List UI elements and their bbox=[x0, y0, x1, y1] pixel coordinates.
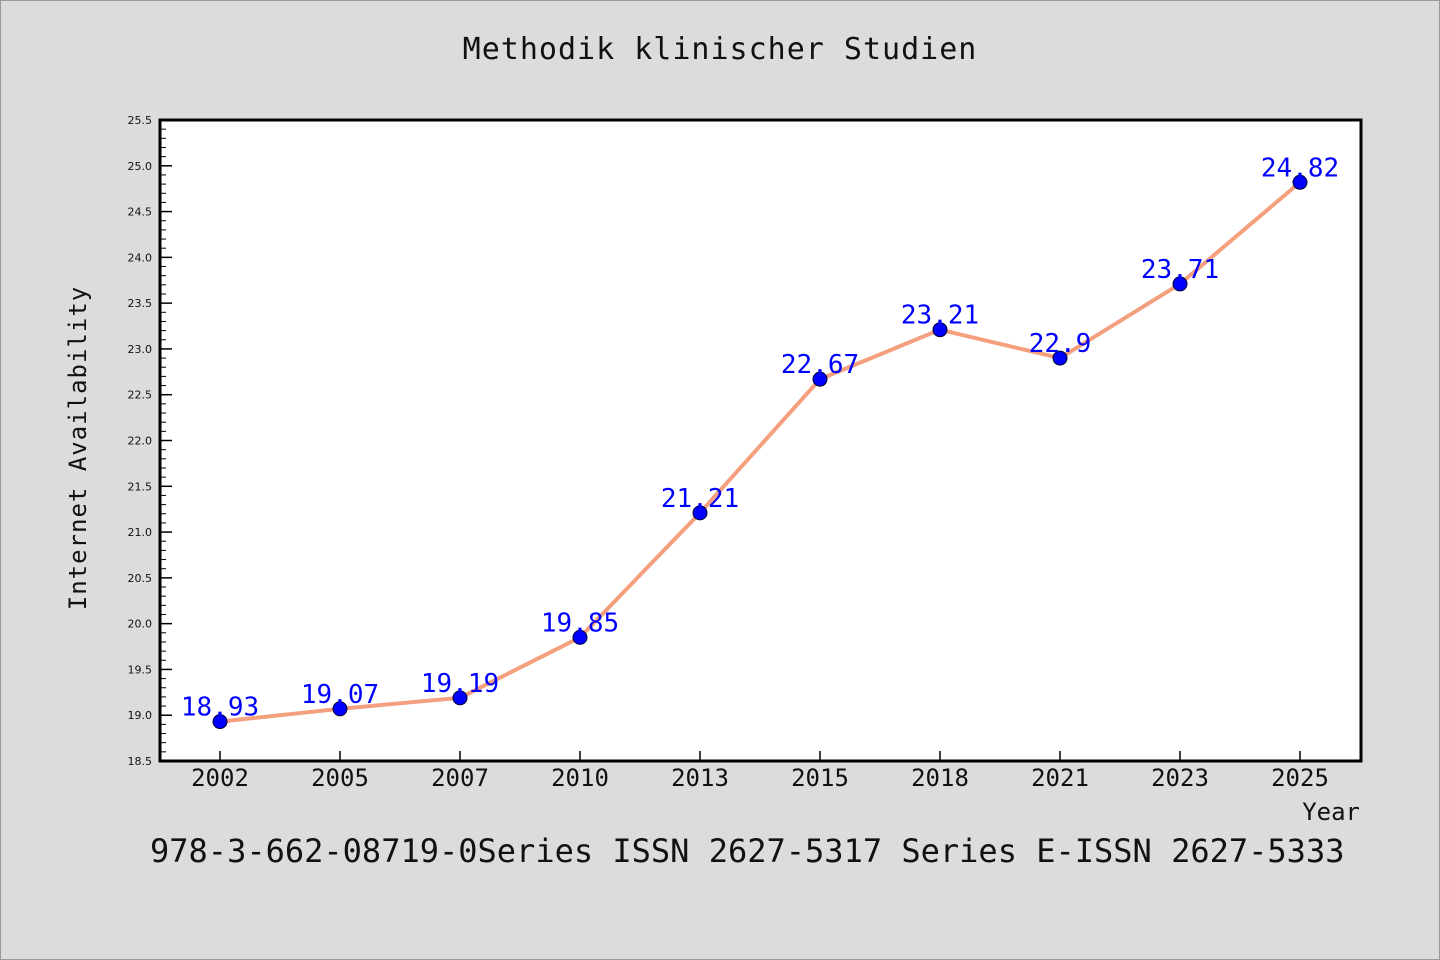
data-label: 19.19 bbox=[421, 669, 499, 699]
data-point bbox=[1052, 350, 1068, 366]
data-label: 24.82 bbox=[1261, 153, 1339, 183]
data-label: 19.85 bbox=[541, 608, 619, 638]
x-tick-label: 2007 bbox=[431, 764, 489, 792]
data-point bbox=[572, 629, 588, 645]
y-tick-label: 21.0 bbox=[128, 526, 153, 539]
x-tick-label: 2021 bbox=[1031, 764, 1089, 792]
x-tick-label: 2002 bbox=[191, 764, 249, 792]
series-line bbox=[218, 180, 1302, 724]
data-point bbox=[1172, 276, 1188, 292]
data-label: 22.9 bbox=[1029, 329, 1092, 359]
data-point bbox=[812, 371, 828, 387]
y-tick-label: 25.0 bbox=[128, 160, 153, 173]
data-label: 23.71 bbox=[1141, 255, 1219, 285]
y-tick-label: 22.0 bbox=[128, 435, 153, 448]
data-label: 22.67 bbox=[781, 350, 859, 380]
data-label: 18.93 bbox=[181, 693, 259, 723]
y-tick-label: 21.5 bbox=[128, 480, 153, 493]
y-tick-label: 20.0 bbox=[128, 618, 153, 631]
x-tick-label: 2010 bbox=[551, 764, 609, 792]
y-axis: 18.5 19.0 19.5 20.0 20.5 21.0 21.5 22.0 22.5 23.0… bbox=[128, 114, 172, 768]
x-tick-label: 2013 bbox=[671, 764, 729, 792]
data-point bbox=[332, 701, 348, 717]
x-tick-label: 2018 bbox=[911, 764, 969, 792]
data-point bbox=[1292, 174, 1308, 190]
y-tick-label: 24.5 bbox=[128, 206, 153, 219]
data-point bbox=[212, 714, 228, 730]
x-tick-label: 2015 bbox=[791, 764, 849, 792]
data-point bbox=[932, 322, 948, 338]
y-tick-label: 23.0 bbox=[128, 343, 153, 356]
y-tick-label: 19.0 bbox=[128, 709, 153, 722]
y-tick-label: 20.5 bbox=[128, 572, 153, 585]
data-label: 19.07 bbox=[301, 680, 379, 710]
x-axis: 2002 2005 2007 2010 2013 2015 2018 2021 2023 2025 bbox=[191, 751, 1329, 792]
data-labels: 18.93 19.07 19.19 19.85 21.21 22.67 23.21 22.9 2… bbox=[181, 153, 1339, 722]
x-tick-label: 2025 bbox=[1271, 764, 1329, 792]
y-tick-label: 25.5 bbox=[128, 114, 153, 127]
series-group bbox=[212, 174, 1308, 730]
y-tick-label: 22.5 bbox=[128, 389, 153, 402]
y-axis-label: Internet Availability bbox=[64, 286, 92, 610]
y-tick-label: 18.5 bbox=[128, 755, 153, 768]
y-tick-label: 19.5 bbox=[128, 663, 153, 676]
data-label: 23.21 bbox=[901, 301, 979, 331]
x-tick-label: 2005 bbox=[311, 764, 369, 792]
y-tick-label: 24.0 bbox=[128, 251, 153, 264]
x-axis-label: Year bbox=[1302, 798, 1360, 826]
plot-area bbox=[158, 118, 1363, 763]
data-point bbox=[692, 505, 708, 521]
data-point bbox=[452, 690, 468, 706]
x-tick-label: 2023 bbox=[1151, 764, 1209, 792]
y-tick-label: 23.5 bbox=[128, 297, 153, 310]
isbn-issn-footer: 978-3-662-08719-0Series ISSN 2627-5317 S… bbox=[150, 832, 1345, 870]
data-label: 21.21 bbox=[661, 484, 739, 514]
chart-title: Methodik klinischer Studien bbox=[462, 32, 978, 67]
